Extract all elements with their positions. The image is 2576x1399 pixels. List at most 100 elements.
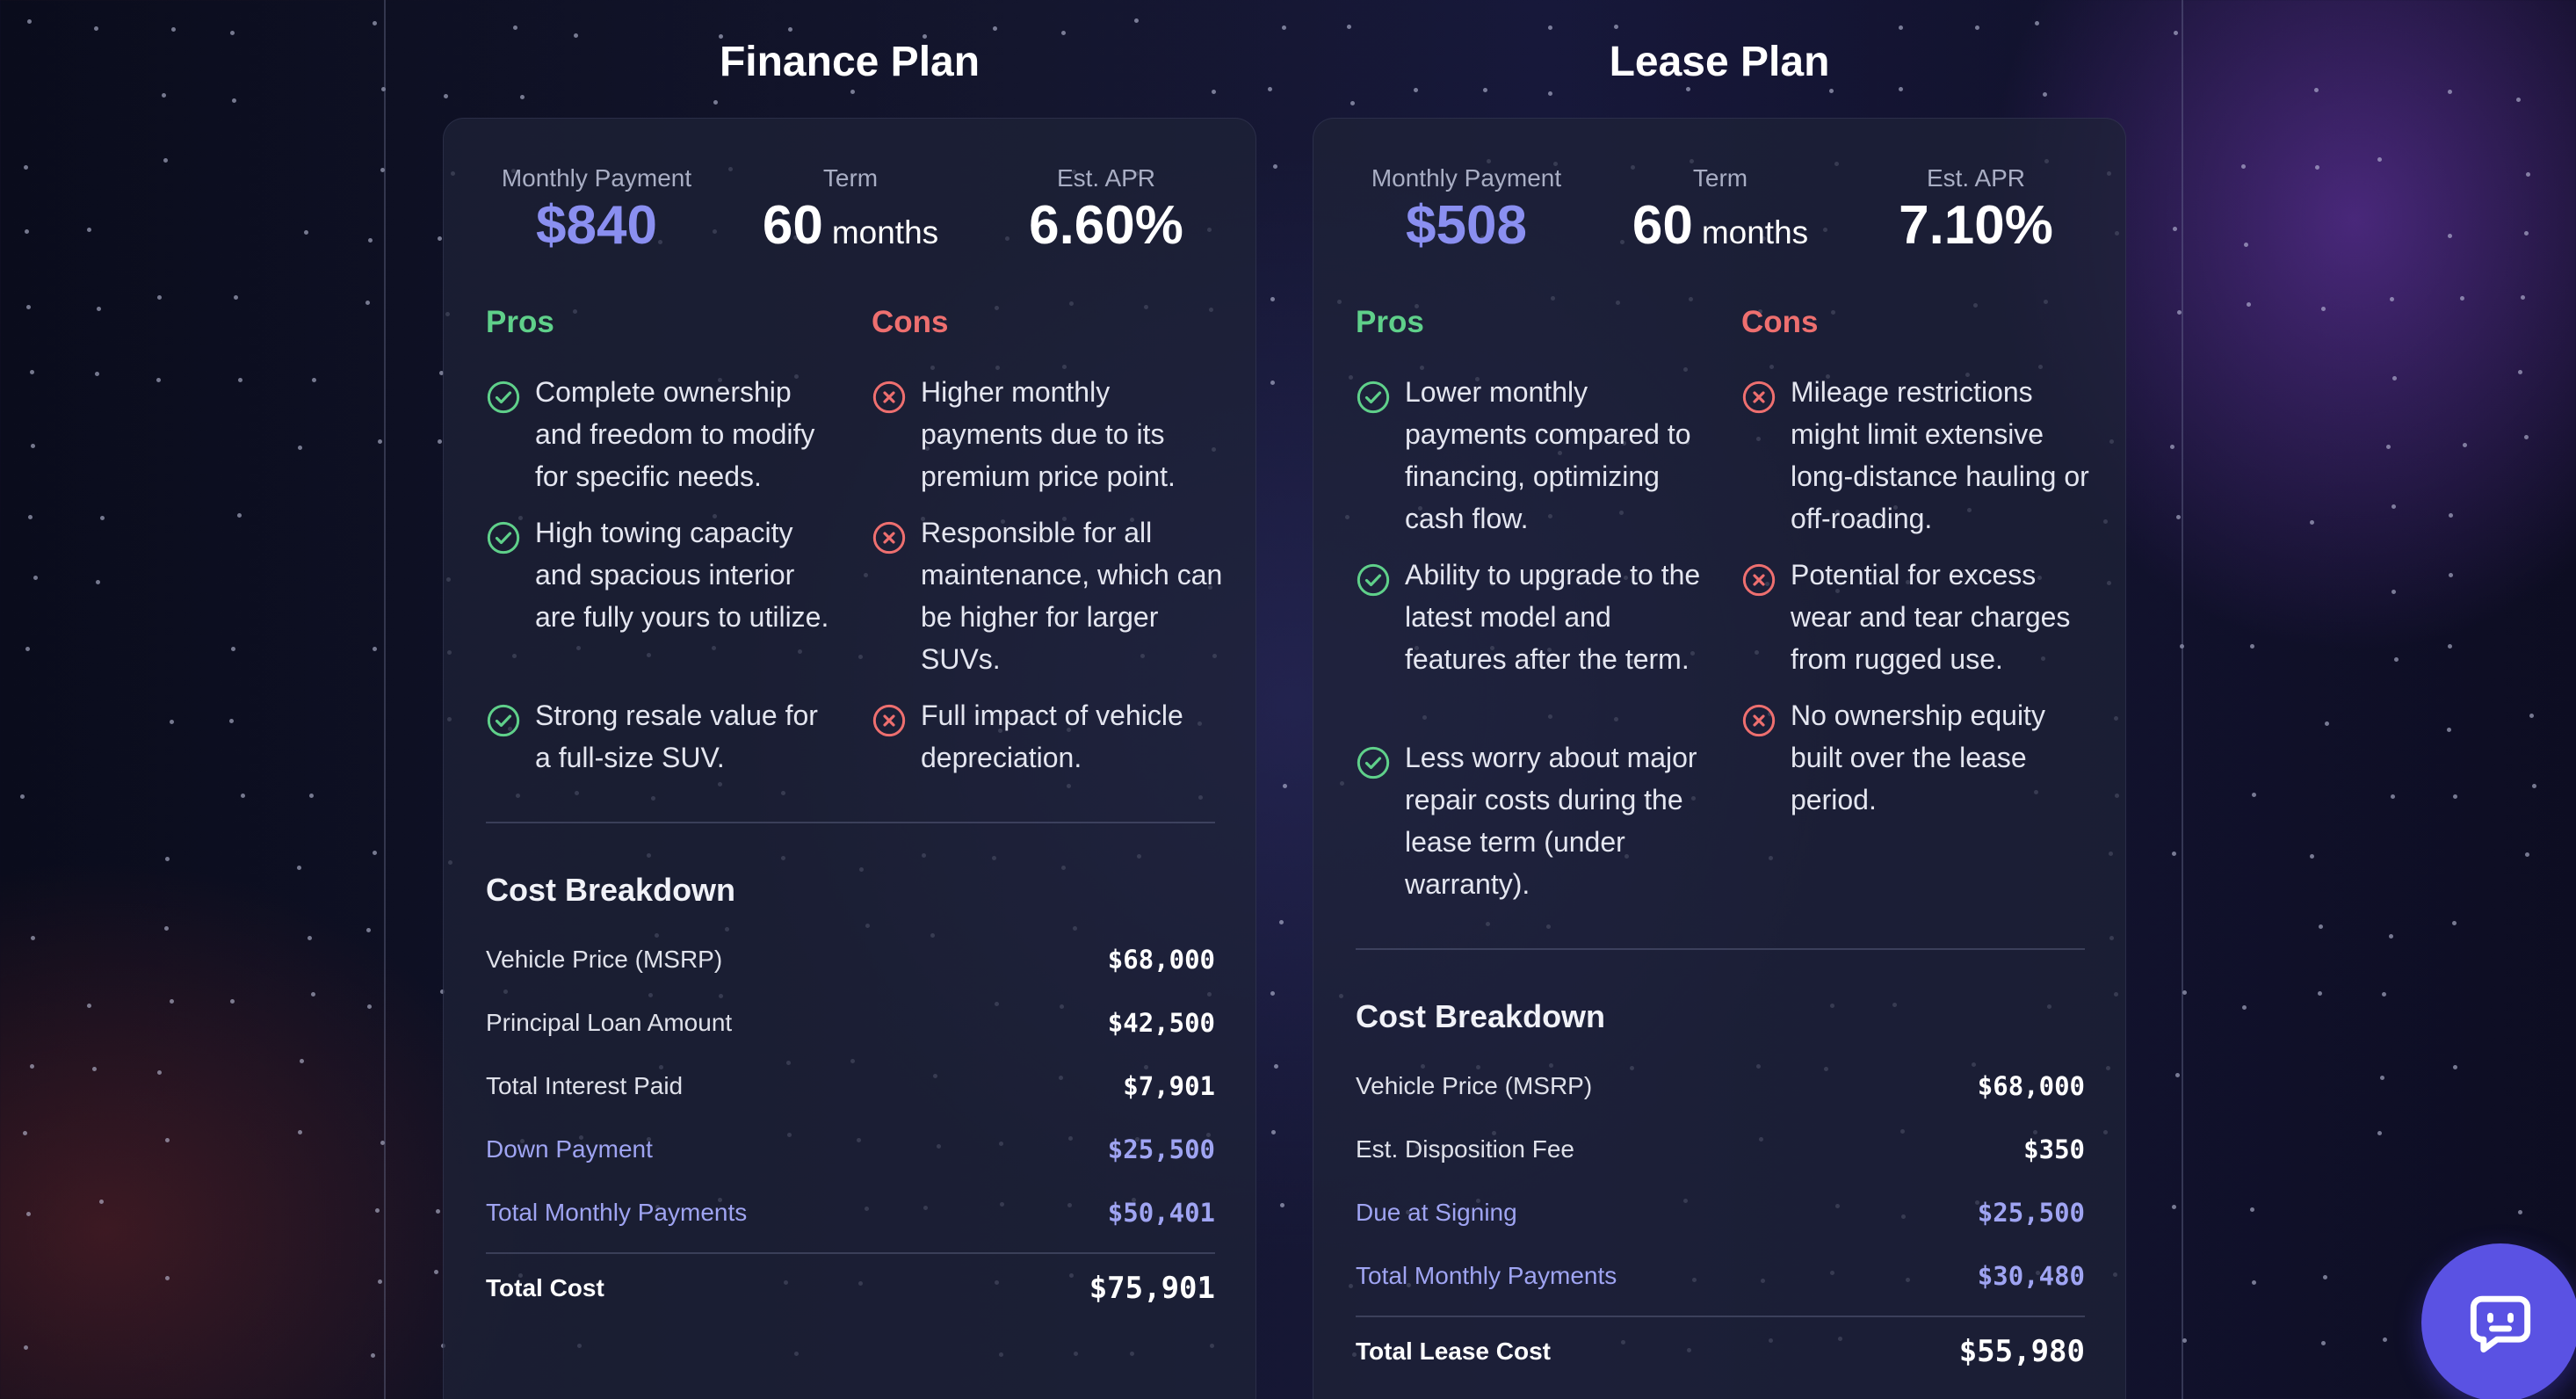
cost-row-highlight: Total Monthly Payments $50,401 [486, 1195, 1215, 1230]
section-divider [486, 822, 1215, 823]
star-dot [438, 439, 442, 444]
star-dot [1270, 381, 1275, 385]
star-dot [31, 444, 35, 448]
star-dot [1829, 89, 1834, 93]
star-dot [20, 794, 25, 799]
cost-row-label: Down Payment [486, 1135, 653, 1163]
cost-row-value: $25,500 [1977, 1198, 2085, 1228]
star-dot [2453, 1065, 2457, 1069]
total-divider [1356, 1316, 2085, 1317]
star-dot [1686, 87, 1690, 91]
pro-item: Complete ownership and freedom to modify… [486, 371, 837, 497]
star-dot [163, 158, 168, 163]
star-dot [2392, 376, 2397, 381]
star-dot [2180, 644, 2184, 649]
star-dot [2310, 854, 2314, 859]
star-dot [713, 100, 718, 105]
stat-value: $508 [1406, 195, 1527, 256]
finance-stats: Monthly Payment $840 Term 60 months Est. … [444, 163, 1257, 259]
star-dot [1280, 1203, 1284, 1207]
pro-item-text: Less worry about major repair costs duri… [1405, 742, 1697, 900]
x-circle-icon [872, 381, 906, 414]
cost-row-value: $42,500 [1107, 1008, 1215, 1038]
star-dot [1271, 1130, 1276, 1134]
con-item: Higher monthly payments due to its premi… [872, 371, 1223, 497]
star-dot [99, 1200, 104, 1204]
star-dot [2172, 1205, 2176, 1209]
star-dot [2377, 157, 2382, 162]
star-dot [87, 228, 91, 232]
star-dot [1270, 991, 1275, 996]
stat-label: Term [1692, 164, 1748, 192]
star-dot [25, 229, 29, 234]
star-dot [2377, 1131, 2382, 1135]
section-divider [1356, 948, 2085, 950]
star-dot [2453, 794, 2457, 799]
star-dot [171, 27, 176, 32]
star-dot [2252, 1280, 2256, 1285]
star-dot [24, 1345, 28, 1350]
total-value: $55,980 [1958, 1334, 2085, 1369]
star-dot [513, 25, 517, 30]
star-dot [165, 1276, 170, 1280]
cost-row: Est. Disposition Fee $350 [1356, 1132, 2085, 1167]
star-dot [2310, 520, 2314, 525]
pro-item-text: Complete ownership and freedom to modify… [535, 376, 815, 492]
star-dot [368, 238, 373, 243]
x-circle-icon [1742, 704, 1776, 737]
star-dot [26, 1212, 31, 1216]
star-dot [1134, 18, 1139, 23]
con-item-text: Higher monthly payments due to its premi… [921, 376, 1176, 492]
star-dot [238, 378, 242, 382]
star-dot [28, 515, 33, 519]
check-circle-icon [487, 381, 520, 414]
star-dot [2380, 1076, 2384, 1080]
star-dot [230, 999, 235, 1004]
star-dot [923, 34, 927, 39]
star-dot [2449, 573, 2453, 577]
right-divider-line [2182, 0, 2183, 1399]
cost-breakdown-title: Cost Breakdown [486, 872, 736, 908]
star-dot [2448, 644, 2452, 649]
star-dot [378, 439, 382, 444]
star-dot [2174, 31, 2178, 35]
cost-row-highlight: Due at Signing $25,500 [1356, 1195, 2085, 1230]
star-dot [241, 794, 245, 798]
pros-heading: Pros [486, 305, 554, 339]
con-item: Potential for excess wear and tear charg… [1741, 554, 2093, 680]
star-dot [1268, 87, 1272, 91]
star-dot [2463, 443, 2467, 447]
star-dot [2325, 721, 2329, 726]
star-dot [2182, 990, 2187, 995]
star-dot [1061, 31, 1066, 35]
cost-row: Vehicle Price (MSRP) $68,000 [1356, 1069, 2085, 1104]
stat-value: 60 months [762, 195, 939, 256]
star-dot [94, 26, 98, 31]
star-dot [2529, 714, 2534, 718]
cost-row-highlight: Total Monthly Payments $30,480 [1356, 1258, 2085, 1294]
star-dot [380, 1141, 385, 1145]
con-item-text: Full impact of vehicle depreciation. [921, 700, 1183, 773]
star-dot [230, 31, 235, 35]
star-dot [2318, 991, 2322, 996]
star-dot [366, 928, 371, 932]
chat-assistant-button[interactable] [2421, 1243, 2576, 1399]
star-dot [297, 866, 301, 870]
star-dot [1548, 25, 1552, 30]
star-dot [309, 794, 314, 798]
star-dot [232, 98, 236, 103]
apr-stat: Est. APR 7.10% [1844, 163, 2108, 257]
star-dot [2391, 590, 2396, 594]
star-dot [1282, 25, 1286, 30]
cost-row-label: Est. Disposition Fee [1356, 1135, 1574, 1163]
star-dot [300, 1059, 304, 1063]
star-dot [96, 580, 100, 584]
total-label: Total Cost [486, 1274, 604, 1301]
cost-row: Principal Loan Amount $42,500 [486, 1005, 1215, 1040]
star-dot [1614, 25, 1618, 29]
apr-stat: Est. APR 6.60% [974, 163, 1238, 257]
star-dot [2394, 657, 2399, 662]
star-dot [367, 1004, 372, 1009]
star-dot [2182, 1338, 2187, 1343]
pro-item-text: Strong resale value for a full-size SUV. [535, 700, 818, 773]
